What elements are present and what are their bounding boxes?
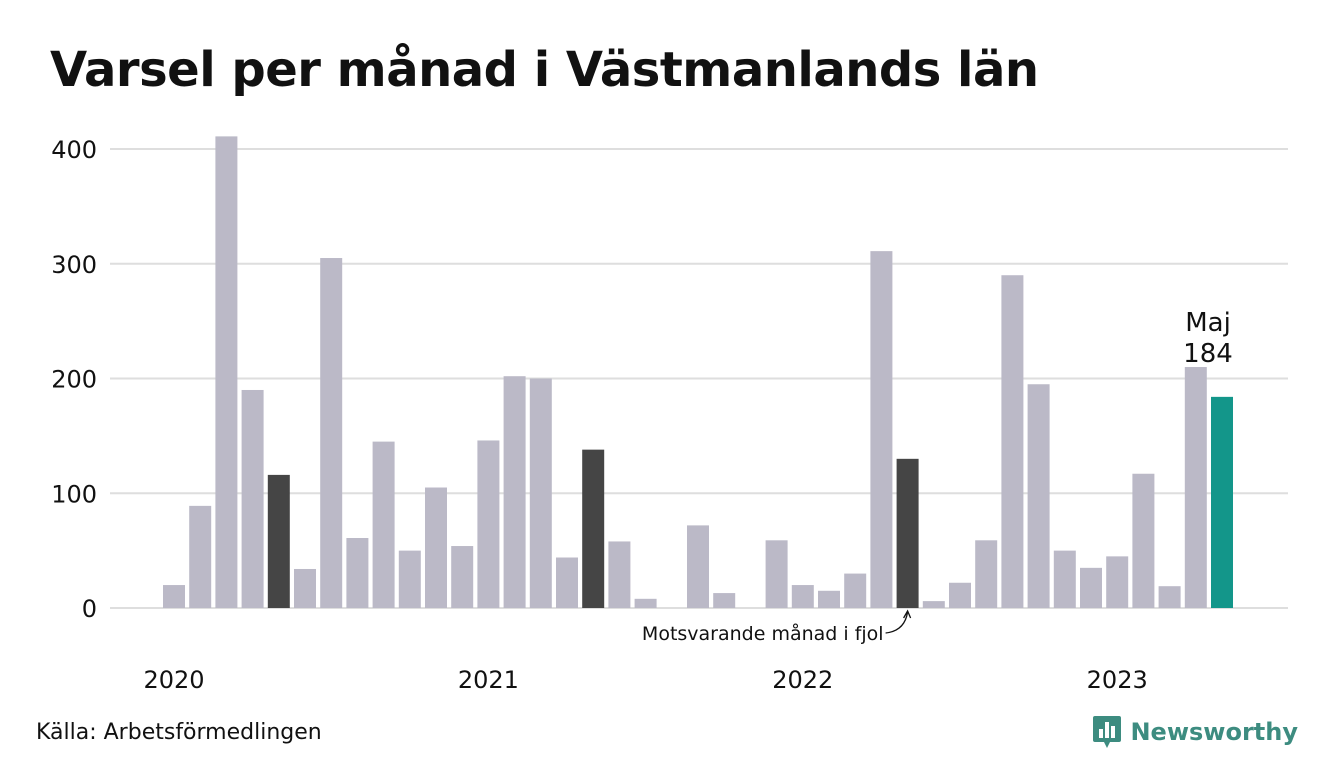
bar-9 [398, 550, 421, 608]
x-tick-label-2022: 2022 [772, 666, 833, 694]
bar-18 [634, 598, 657, 608]
bar-16 [582, 449, 605, 608]
bar-32 [1001, 275, 1024, 608]
bar-chart-speech-bubble-icon [1093, 716, 1122, 748]
bar-10 [425, 487, 447, 608]
bars [163, 136, 1233, 608]
bar-27 [870, 251, 893, 608]
bar-14 [529, 378, 552, 608]
highlight-month-label: Maj [1185, 308, 1231, 338]
bar-37 [1132, 473, 1155, 608]
x-tick-label-2020: 2020 [143, 666, 204, 694]
bar-28 [896, 458, 919, 608]
bar-6 [320, 258, 343, 608]
bar-0 [163, 585, 185, 608]
bar-4 [267, 474, 290, 608]
bar-36 [1106, 556, 1129, 608]
bar-24 [791, 585, 814, 608]
bar-21 [713, 593, 736, 608]
bar-29 [922, 601, 945, 608]
bar-34 [1053, 550, 1076, 608]
bar-13 [503, 376, 526, 608]
brand-name: Newsworthy [1130, 718, 1298, 746]
bar-30 [949, 582, 971, 608]
y-tick-label-0: 0 [82, 595, 97, 623]
bar-1 [189, 505, 212, 608]
x-tick-label-2021: 2021 [458, 666, 519, 694]
bar-8 [372, 441, 395, 608]
y-tick-label-200: 200 [51, 366, 97, 394]
page-title: Varsel per månad i Västmanlands län [50, 42, 1039, 98]
bar-5 [294, 568, 316, 608]
bar-chart: 0 100 200 300 400 2020 2021 2022 2023 Maj 184 M… [51, 136, 1288, 694]
bar-12 [477, 440, 500, 608]
bar-2 [215, 136, 238, 608]
bar-40 [1211, 396, 1233, 608]
bar-26 [844, 573, 867, 608]
y-tick-label-300: 300 [51, 251, 97, 279]
highlight-value-label: 184 [1183, 339, 1233, 369]
bar-23 [765, 540, 788, 608]
x-tick-label-2023: 2023 [1087, 666, 1148, 694]
y-tick-label-400: 400 [51, 136, 97, 164]
x-axis-ticks: 2020 2021 2022 2023 [143, 666, 1147, 694]
y-axis-ticks: 0 100 200 300 400 [51, 136, 97, 623]
bar-20 [687, 525, 709, 608]
y-tick-label-100: 100 [51, 480, 97, 508]
bar-25 [818, 590, 840, 608]
source-note: Källa: Arbetsförmedlingen [36, 720, 322, 745]
bar-31 [975, 540, 998, 608]
bar-11 [451, 546, 474, 608]
bar-3 [241, 389, 264, 608]
annotations: Maj 184 Motsvarande månad i fjol [642, 308, 1233, 645]
bar-17 [608, 541, 631, 608]
annotation-arrow [885, 609, 912, 634]
bar-7 [346, 538, 369, 608]
bar-38 [1158, 586, 1181, 608]
bar-39 [1184, 367, 1207, 608]
bar-33 [1027, 384, 1050, 608]
bar-35 [1080, 567, 1102, 608]
brand-logo: Newsworthy [1092, 712, 1298, 752]
bar-15 [556, 557, 578, 608]
comparison-annotation: Motsvarande månad i fjol [642, 622, 884, 645]
